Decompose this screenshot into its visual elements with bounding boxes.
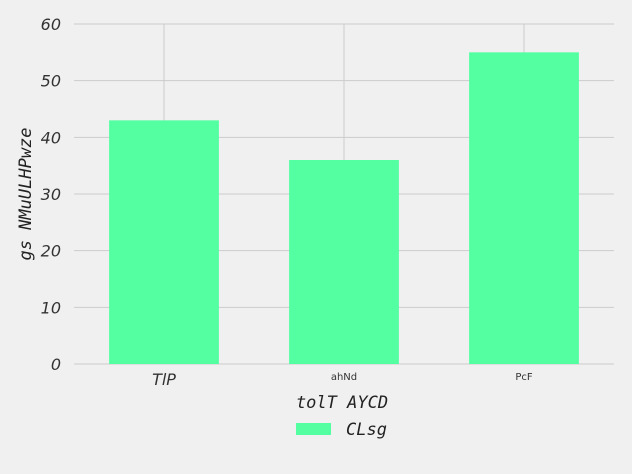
y-axis-label: gs NMuULHPwze <box>16 127 36 260</box>
x-tick-label: TlP <box>152 370 176 389</box>
legend-swatch <box>296 423 331 435</box>
legend: CLsg <box>296 420 387 440</box>
x-tick-label: ahNd <box>331 372 357 383</box>
bar-ahNd <box>289 160 399 364</box>
x-axis-label: tolT AYCD <box>296 393 388 413</box>
bar-PcF <box>469 52 579 364</box>
y-tick-label: 60 <box>41 15 61 34</box>
x-tick-labels: TlP ahNd PcF <box>152 370 533 389</box>
y-tick-labels: 0 10 20 30 40 50 60 <box>41 15 61 374</box>
y-tick-label: 10 <box>41 298 61 317</box>
y-tick-label: 0 <box>51 355 61 374</box>
y-tick-label: 40 <box>41 128 61 147</box>
y-tick-label: 30 <box>41 185 61 204</box>
y-tick-label: 50 <box>41 72 61 91</box>
legend-label: CLsg <box>346 420 387 440</box>
bar-TlP <box>109 120 219 364</box>
x-tick-label: PcF <box>515 372 533 383</box>
bar-layer <box>109 52 579 364</box>
y-tick-label: 20 <box>41 242 61 261</box>
